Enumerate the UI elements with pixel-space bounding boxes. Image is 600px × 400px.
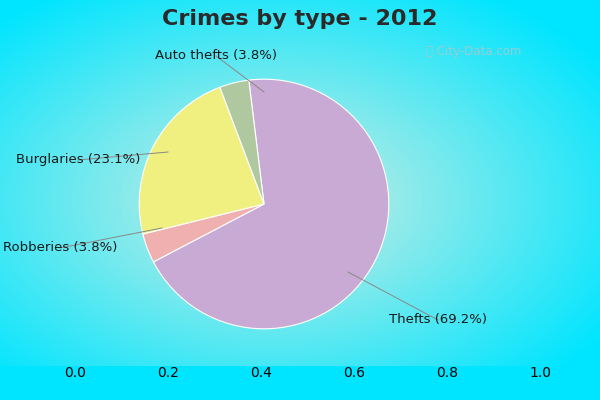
Wedge shape <box>143 204 264 262</box>
Wedge shape <box>220 80 264 204</box>
Text: Robberies (3.8%): Robberies (3.8%) <box>3 242 117 254</box>
Text: Crimes by type - 2012: Crimes by type - 2012 <box>163 9 437 29</box>
Text: ⓘ City-Data.com: ⓘ City-Data.com <box>427 46 521 58</box>
Wedge shape <box>139 87 264 234</box>
Text: Auto thefts (3.8%): Auto thefts (3.8%) <box>155 50 277 62</box>
Text: Thefts (69.2%): Thefts (69.2%) <box>389 314 487 326</box>
Wedge shape <box>154 79 389 329</box>
Text: Burglaries (23.1%): Burglaries (23.1%) <box>16 154 140 166</box>
